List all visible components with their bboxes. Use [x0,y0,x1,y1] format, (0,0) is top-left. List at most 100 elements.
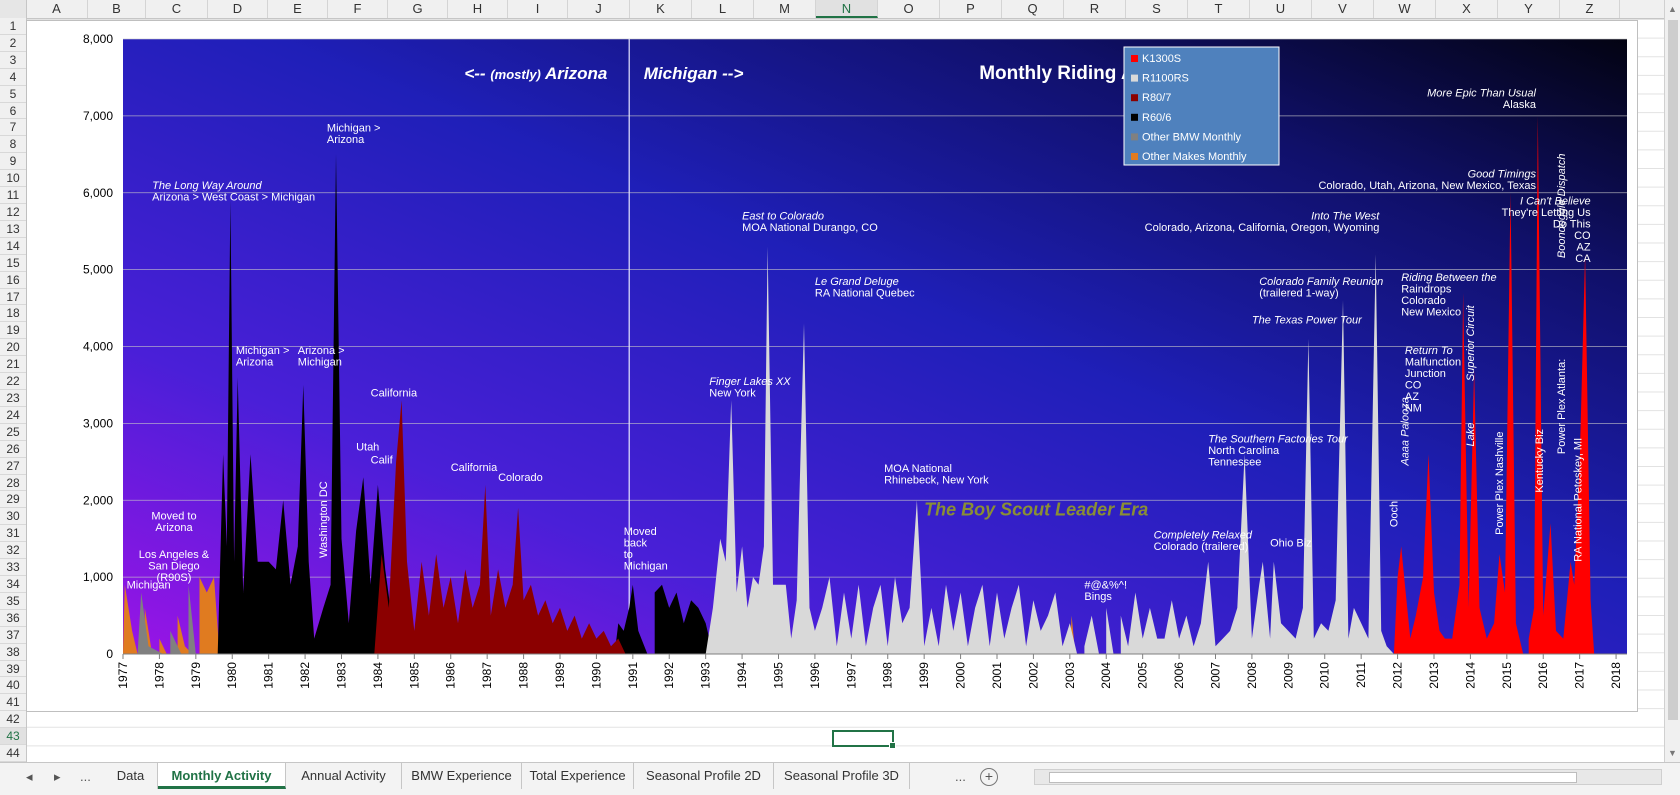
column-header-d[interactable]: D [208,0,268,18]
row-header-9[interactable]: 9 [0,153,26,171]
legend-entry[interactable]: R60/6 [1142,112,1171,124]
row-header-17[interactable]: 17 [0,289,26,306]
sheet-tab-monthly-activity[interactable]: Monthly Activity [158,763,286,789]
row-header-42[interactable]: 42 [0,711,26,729]
column-header-a[interactable]: A [26,0,88,18]
legend-entry[interactable]: R80/7 [1142,92,1171,104]
sheet-tab-annual-activity[interactable]: Annual Activity [286,763,402,789]
row-header-43[interactable]: 43 [0,728,26,746]
row-header-29[interactable]: 29 [0,491,26,509]
row-header-27[interactable]: 27 [0,458,26,475]
legend-entry[interactable]: K1300S [1142,53,1181,65]
row-header-31[interactable]: 31 [0,525,26,543]
chart-object[interactable]: 0 1,000 2,000 3,000 4,000 5,000 6,000 7,000 8,00… [26,20,1638,712]
row-header-4[interactable]: 4 [0,69,26,86]
row-header-7[interactable]: 7 [0,119,26,137]
vertical-scroll-thumb[interactable] [1668,20,1678,720]
tab-next-icon[interactable]: ▸ [54,769,61,784]
row-header-23[interactable]: 23 [0,390,26,407]
annotation-line: Into The West [1311,211,1380,223]
row-header-19[interactable]: 19 [0,322,26,340]
row-header-25[interactable]: 25 [0,424,26,441]
row-header-3[interactable]: 3 [0,52,26,69]
horizontal-scroll-thumb[interactable] [1049,772,1577,783]
add-sheet-icon[interactable]: + [980,768,998,786]
sheet-tab-bmw-experience[interactable]: BMW Experience [402,763,522,789]
legend-entry[interactable]: Other BMW Monthly [1142,131,1242,143]
row-header-30[interactable]: 30 [0,508,26,526]
legend-entry[interactable]: R1100RS [1142,73,1189,85]
sheet-tab-seasonal-profile-3d[interactable]: Seasonal Profile 3D [774,763,910,789]
column-header-n[interactable]: N [816,0,878,18]
row-header-18[interactable]: 18 [0,305,26,323]
chart-legend[interactable]: K1300S R1100RS R80/7 R60/6 Other BMW Monthly… [1123,46,1280,166]
column-header-c[interactable]: C [146,0,208,18]
row-header-16[interactable]: 16 [0,272,26,289]
row-header-44[interactable]: 44 [0,745,26,762]
column-header-b[interactable]: B [88,0,146,18]
select-all-corner[interactable] [0,0,27,18]
row-header-32[interactable]: 32 [0,542,26,560]
legend-entry[interactable]: Other Makes Monthly [1142,151,1247,163]
sheet-tab-total-experience[interactable]: Total Experience [522,763,634,789]
row-header-14[interactable]: 14 [0,238,26,255]
sheet-tab-data[interactable]: Data [104,763,158,789]
column-header-l[interactable]: L [692,0,754,18]
row-header-38[interactable]: 38 [0,644,26,661]
column-header-v[interactable]: V [1312,0,1374,18]
column-header-s[interactable]: S [1126,0,1188,18]
row-header-22[interactable]: 22 [0,373,26,390]
row-header-12[interactable]: 12 [0,204,26,221]
row-header-20[interactable]: 20 [0,339,26,357]
column-header-y[interactable]: Y [1498,0,1560,18]
row-header-24[interactable]: 24 [0,407,26,424]
column-header-r[interactable]: R [1064,0,1126,18]
row-header-41[interactable]: 41 [0,694,26,712]
column-header-o[interactable]: O [878,0,940,18]
column-header-g[interactable]: G [388,0,448,18]
row-header-1[interactable]: 1 [0,18,26,35]
row-header-37[interactable]: 37 [0,627,26,644]
column-header-q[interactable]: Q [1002,0,1064,18]
row-header-10[interactable]: 10 [0,170,26,188]
row-header-2[interactable]: 2 [0,35,26,52]
column-header-j[interactable]: J [568,0,630,18]
row-header-26[interactable]: 26 [0,441,26,458]
row-header-6[interactable]: 6 [0,103,26,120]
tab-more-left[interactable]: ... [80,769,91,784]
row-header-34[interactable]: 34 [0,576,26,593]
row-header-36[interactable]: 36 [0,610,26,627]
column-header-x[interactable]: X [1436,0,1498,18]
row-header-21[interactable]: 21 [0,356,26,374]
tab-more-right[interactable]: ... [955,769,966,784]
row-header-13[interactable]: 13 [0,221,26,238]
column-header-u[interactable]: U [1250,0,1312,18]
row-header-28[interactable]: 28 [0,475,26,492]
row-header-5[interactable]: 5 [0,86,26,103]
row-header-39[interactable]: 39 [0,661,26,678]
column-header-p[interactable]: P [940,0,1002,18]
row-header-40[interactable]: 40 [0,677,26,695]
scroll-up-icon[interactable]: ▲ [1668,4,1677,14]
horizontal-scrollbar[interactable] [1034,769,1662,785]
selected-cell[interactable] [832,730,896,749]
vertical-scrollbar[interactable]: ▲ ▼ [1664,0,1680,762]
row-header-11[interactable]: 11 [0,187,26,204]
annotation-line: Arizona [155,522,193,534]
tab-prev-icon[interactable]: ◂ [26,769,33,784]
column-header-m[interactable]: M [754,0,816,18]
column-header-f[interactable]: F [328,0,388,18]
column-header-z[interactable]: Z [1560,0,1620,18]
row-header-8[interactable]: 8 [0,136,26,154]
row-header-15[interactable]: 15 [0,255,26,272]
column-header-w[interactable]: W [1374,0,1436,18]
column-header-h[interactable]: H [448,0,508,18]
column-header-e[interactable]: E [268,0,328,18]
column-header-i[interactable]: I [508,0,568,18]
column-header-k[interactable]: K [630,0,692,18]
row-header-33[interactable]: 33 [0,559,26,576]
row-header-35[interactable]: 35 [0,593,26,610]
scroll-down-icon[interactable]: ▼ [1668,748,1677,758]
column-header-t[interactable]: T [1188,0,1250,18]
sheet-tab-seasonal-profile-2d[interactable]: Seasonal Profile 2D [634,763,774,789]
